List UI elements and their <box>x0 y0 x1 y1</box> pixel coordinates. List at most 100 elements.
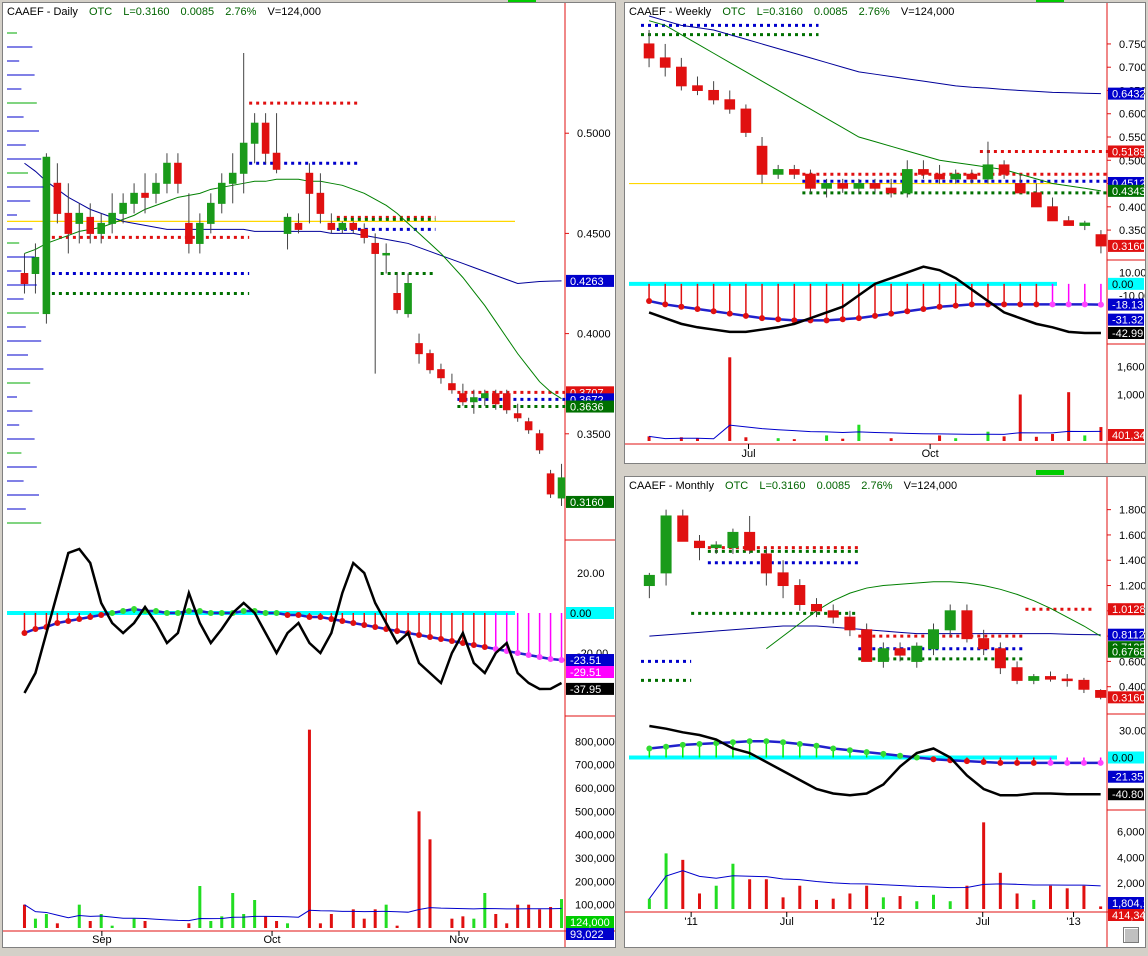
candle-body <box>710 544 722 549</box>
indicator-dot <box>361 622 368 628</box>
candle-body <box>174 162 182 184</box>
monthly-chart-canvas[interactable]: 1.80001.60001.40001.20001.00000.80000.60… <box>625 477 1145 947</box>
candle-body <box>64 212 73 234</box>
candle-body <box>1079 222 1091 226</box>
candle-body <box>659 57 671 68</box>
volume-bar <box>264 916 268 928</box>
volume-badge-label: 124,000 <box>570 917 610 929</box>
candle-body <box>861 629 873 662</box>
indicator-dot <box>646 298 653 304</box>
scroll-button[interactable] <box>1123 927 1139 943</box>
volume-tick-label: 100,000 <box>575 900 615 912</box>
indicator-dot <box>897 752 904 759</box>
indicator-dot <box>339 618 346 624</box>
volume-bar <box>275 921 279 928</box>
indicator-dot <box>1047 759 1054 766</box>
candle-body <box>1028 676 1040 681</box>
volume-tick-label: 400,000 <box>575 830 615 842</box>
indicator-dot <box>1081 301 1088 308</box>
volume-bar <box>938 435 942 441</box>
indicator-dot <box>394 628 401 634</box>
indicator-badge-label: -37.95 <box>570 684 601 696</box>
indicator-badge-label: 0.00 <box>1112 753 1133 765</box>
time-tick-label: Nov <box>449 934 469 946</box>
indicator-dot <box>678 303 685 310</box>
candle-body <box>185 222 193 244</box>
last-price-label: L=0.3160 <box>759 480 806 492</box>
candle-body <box>693 540 706 549</box>
indicator-dot <box>427 634 433 640</box>
indicator-dot <box>174 610 181 616</box>
price-tick-label: 0.6000 <box>1119 109 1145 121</box>
price-badge <box>1108 645 1144 658</box>
indicator-dot <box>32 626 39 632</box>
candle-body <box>163 162 171 184</box>
volume-badge-label: 401,345 <box>1112 430 1145 442</box>
indicator-dot <box>1001 301 1008 308</box>
price-badge-label: 0.4263 <box>570 276 604 288</box>
candle-body <box>207 202 215 224</box>
indicator-dot <box>930 756 937 763</box>
indicator-dot <box>558 657 565 664</box>
indicator-dot <box>980 759 987 765</box>
candle-body <box>901 169 913 194</box>
volume-bar <box>307 729 311 928</box>
volume-badge <box>566 928 614 940</box>
candle-body <box>788 169 800 175</box>
volume-bar <box>549 907 553 928</box>
volume-bar <box>417 811 421 928</box>
percent-change-label: 2.76% <box>861 480 893 492</box>
indicator-dot <box>185 608 192 614</box>
daily-chart-canvas[interactable]: 0.50000.45000.40000.35000.42630.37070.36… <box>3 3 615 947</box>
weekly-chart-canvas[interactable]: 0.75000.70000.65000.60000.55000.50000.45… <box>625 3 1145 463</box>
volume-bar <box>1083 435 1087 441</box>
candle-body <box>853 183 865 189</box>
indicator-dot <box>855 315 862 322</box>
volume-bar <box>748 879 752 909</box>
indicator-badge-label: 0.00 <box>570 608 591 620</box>
volume-bar <box>395 925 399 928</box>
volume-bar <box>965 885 969 909</box>
candle-body <box>894 648 906 656</box>
candle-body <box>1011 667 1023 681</box>
indicator-dot <box>997 759 1004 766</box>
indicator-dot <box>846 747 853 754</box>
candle-body <box>1061 678 1073 682</box>
candle-body <box>426 353 434 371</box>
monthly-chart-panel[interactable]: 1.80001.60001.40001.20001.00000.80000.60… <box>624 476 1146 948</box>
indicator-dot <box>880 750 887 757</box>
price-tick-label: 0.5500 <box>1119 132 1145 144</box>
candle-body <box>196 222 204 244</box>
indicator-badge-label: 0.00 <box>1112 279 1133 291</box>
indicator-badge <box>1108 277 1144 290</box>
candle-body <box>316 192 325 214</box>
candle-body <box>772 169 784 175</box>
candle-body <box>491 393 500 405</box>
candle-body <box>727 531 739 549</box>
indicator-dot <box>1097 301 1104 308</box>
volume-bar <box>798 885 802 909</box>
weekly-chart-panel[interactable]: 0.75000.70000.65000.60000.55000.50000.45… <box>624 2 1146 464</box>
indicator-dot <box>1080 759 1087 766</box>
candle-body <box>459 393 467 403</box>
volume-bar <box>881 897 885 909</box>
indicator-dot <box>888 310 895 317</box>
price-badge <box>1108 87 1144 100</box>
volume-bar <box>1099 427 1103 441</box>
indicator-dot <box>775 316 782 323</box>
candle-body <box>228 172 237 184</box>
volume-bar <box>792 439 796 441</box>
volume-bar <box>494 914 498 928</box>
volume-bar <box>764 879 768 909</box>
volume-bar <box>889 438 893 441</box>
indicator-dot <box>448 638 455 644</box>
indicator-dot <box>763 738 770 745</box>
price-tick-label: 0.5000 <box>577 128 611 140</box>
indicator-badge-label: -29.51 <box>570 667 601 679</box>
indicator-dot <box>694 306 701 312</box>
candle-body <box>643 574 655 587</box>
symbol-label: CAAEF - Weekly <box>629 6 712 18</box>
daily-chart-panel[interactable]: 0.5000 0.4500 0.4000 0.3500 0.4263 0.3707 0.36… <box>2 2 616 948</box>
price-badge-label: 0.4343 <box>1112 186 1145 198</box>
indicator-dot <box>646 745 653 752</box>
